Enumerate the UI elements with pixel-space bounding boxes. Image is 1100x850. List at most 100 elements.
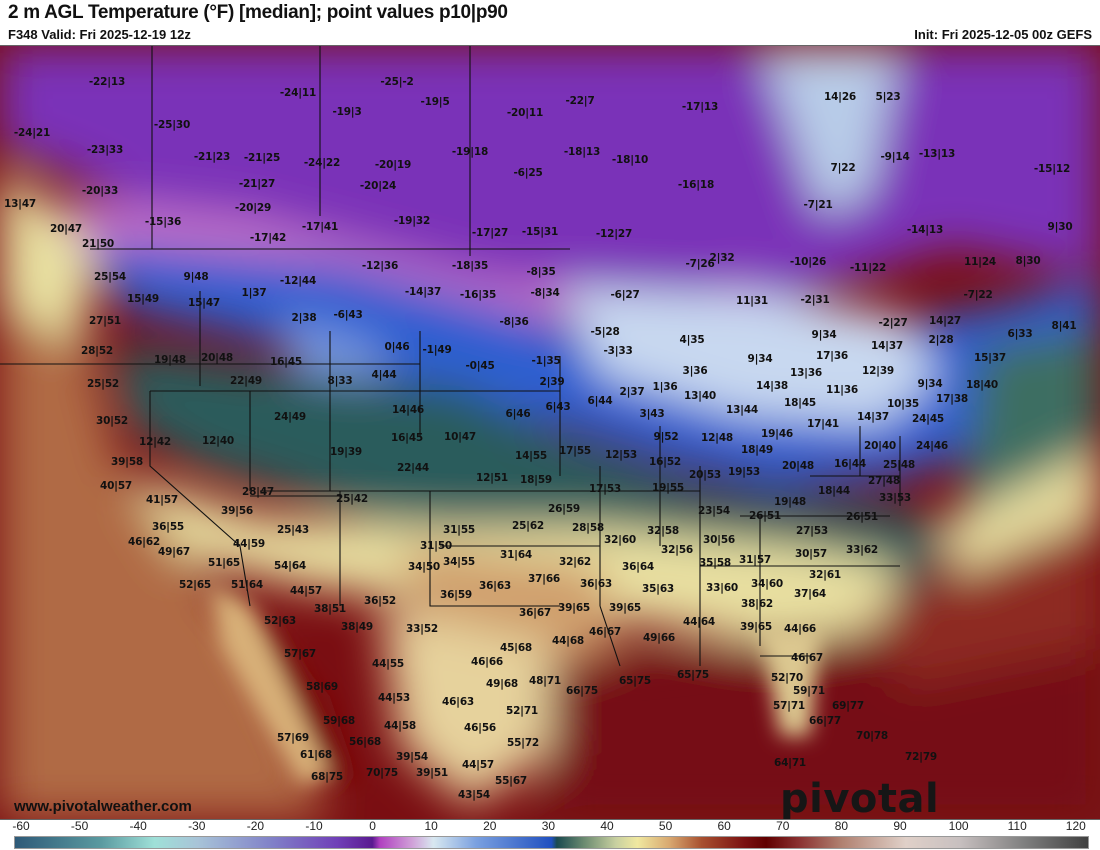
point-value-label: -25|-2: [380, 76, 414, 88]
point-value-label: 46|67: [790, 652, 824, 664]
point-value-label: 44|57: [289, 585, 323, 597]
point-value-label: 38|51: [313, 603, 347, 615]
colorbar-tick-label: 90: [893, 819, 907, 833]
point-value-label: 44|57: [461, 759, 495, 771]
point-value-label: -15|31: [521, 226, 559, 238]
point-value-label: 9|48: [183, 271, 209, 283]
temperature-map[interactable]: -22|13 -24|21 -25|30 -23|33 -20|33 13|47 -15|3…: [0, 45, 1100, 820]
point-value-label: 25|52: [86, 378, 120, 390]
colorbar-tick-label: 70: [776, 819, 790, 833]
point-value-label: 57|71: [772, 700, 806, 712]
point-value-label: 69|77: [831, 700, 865, 712]
point-value-label: 51|65: [207, 557, 241, 569]
point-value-label: 9|30: [1047, 221, 1073, 233]
point-value-label: 26|51: [845, 511, 879, 523]
point-value-label: 28|47: [241, 486, 275, 498]
point-value-label: -21|27: [238, 178, 276, 190]
init-time: Init: Fri 2025-12-05 00z GEFS: [914, 27, 1092, 42]
point-value-label: 23|54: [697, 505, 731, 517]
point-value-label: 19|55: [651, 482, 685, 494]
point-value-label: 19|46: [760, 428, 794, 440]
point-value-label: -16|18: [677, 179, 715, 191]
point-value-label: 65|75: [618, 675, 652, 687]
point-value-label: 9|52: [653, 431, 679, 443]
point-value-label: 4|44: [371, 369, 397, 381]
point-value-label: 66|77: [808, 715, 842, 727]
point-value-label: -22|13: [88, 76, 126, 88]
point-value-label: 36|67: [518, 607, 552, 619]
point-value-label: 33|62: [845, 544, 879, 556]
point-value-label: 12|39: [861, 365, 895, 377]
point-value-label: 37|66: [527, 573, 561, 585]
point-value-label: 9|34: [747, 353, 773, 365]
point-value-label: 0|46: [384, 341, 410, 353]
point-value-label: 59|71: [792, 685, 826, 697]
point-value-label: 1|36: [652, 381, 678, 393]
point-value-label: 14|46: [391, 404, 425, 416]
point-value-label: 32|60: [603, 534, 637, 546]
point-value-label: 15|47: [187, 297, 221, 309]
point-value-label: 27|51: [88, 315, 122, 327]
point-value-label: 36|55: [151, 521, 185, 533]
point-value-label: 18|49: [740, 444, 774, 456]
point-value-label: 32|58: [646, 525, 680, 537]
point-value-label: 14|38: [755, 380, 789, 392]
point-value-label: -18|35: [451, 260, 489, 272]
point-value-label: 17|41: [806, 418, 840, 430]
point-value-label: 21|50: [81, 238, 115, 250]
map-title: 2 m AGL Temperature (°F) [median]; point…: [8, 2, 508, 23]
point-value-label: 38|49: [340, 621, 374, 633]
point-value-label: 15|37: [973, 352, 1007, 364]
colorbar-tick-label: 100: [948, 819, 969, 833]
point-value-label: 49|67: [157, 546, 191, 558]
colorbar-tick-label: 40: [600, 819, 614, 833]
point-value-label: 12|51: [475, 472, 509, 484]
point-value-label: 18|40: [965, 379, 999, 391]
point-value-label: 52|70: [770, 672, 804, 684]
point-value-label: -0|45: [465, 360, 495, 372]
point-value-label: 30|57: [794, 548, 828, 560]
point-value-label: 13|40: [683, 390, 717, 402]
point-value-label: 2|37: [619, 386, 645, 398]
point-value-label: 17|36: [815, 350, 849, 362]
point-value-label: -25|30: [153, 119, 191, 131]
point-value-label: -7|21: [803, 199, 833, 211]
point-value-label: 57|67: [283, 648, 317, 660]
point-value-label: -8|35: [526, 266, 556, 278]
colorbar-tick-label: 60: [717, 819, 731, 833]
point-value-label: -22|7: [565, 95, 595, 107]
point-value-label: 14|37: [870, 340, 904, 352]
point-value-label: 31|50: [419, 540, 453, 552]
point-value-label: 13|44: [725, 404, 759, 416]
point-value-label: 51|64: [230, 579, 264, 591]
point-value-label: -6|43: [333, 309, 363, 321]
point-value-label: 25|42: [335, 493, 369, 505]
point-value-label: 8|33: [327, 375, 353, 387]
point-value-label: 2|32: [709, 252, 735, 264]
point-value-label: 44|55: [371, 658, 405, 670]
point-value-label: 30|56: [702, 534, 736, 546]
point-value-label: 1|37: [241, 287, 267, 299]
point-value-label: 49|66: [642, 632, 676, 644]
point-value-label: 20|48: [200, 352, 234, 364]
point-value-label: -14|37: [404, 286, 442, 298]
point-value-label: 33|52: [405, 623, 439, 635]
point-value-label: 6|33: [1007, 328, 1033, 340]
point-value-label: 19|48: [153, 354, 187, 366]
point-value-label: 48|71: [528, 675, 562, 687]
point-value-label: 43|54: [457, 789, 491, 801]
point-value-label: 45|68: [499, 642, 533, 654]
point-value-label: 20|40: [863, 440, 897, 452]
point-value-label: 46|56: [463, 722, 497, 734]
point-value-label: 14|26: [823, 91, 857, 103]
point-value-label: 44|59: [232, 538, 266, 550]
point-value-label: -1|35: [531, 355, 561, 367]
point-value-label: 22|49: [229, 375, 263, 387]
point-value-label: 7|22: [830, 162, 856, 174]
point-value-label: 14|27: [928, 315, 962, 327]
point-value-label: 32|61: [808, 569, 842, 581]
point-value-label: -19|18: [451, 146, 489, 158]
point-value-label: 61|68: [299, 749, 333, 761]
point-value-label: -21|23: [193, 151, 231, 163]
point-value-label: 52|65: [178, 579, 212, 591]
